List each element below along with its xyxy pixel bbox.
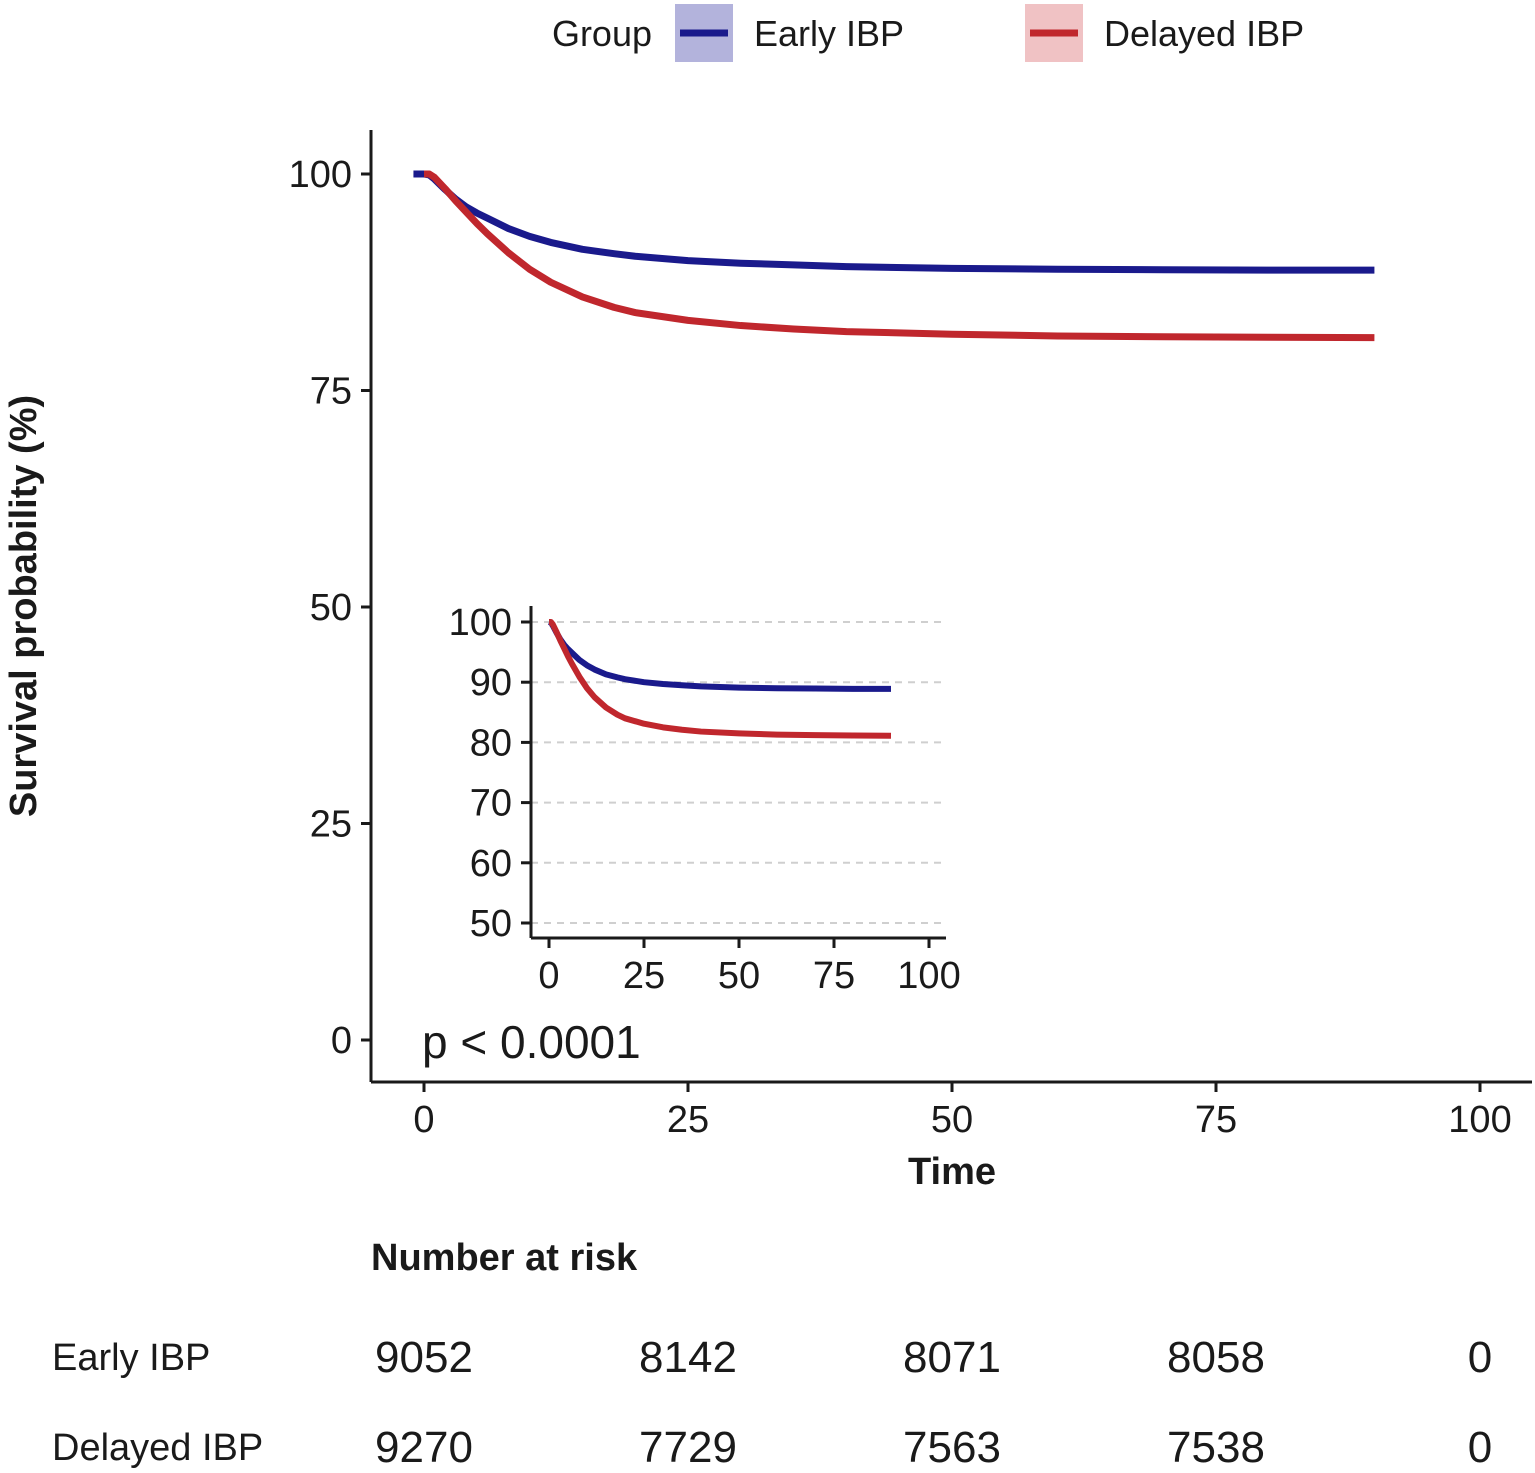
- y-tick-label: 25: [310, 804, 352, 846]
- inset-series-line-early: [547, 619, 891, 692]
- y-ticks: 0 25 50 75 100: [289, 154, 371, 1062]
- risk-cell: 7563: [903, 1423, 1001, 1472]
- x-tick-label: 0: [413, 1099, 434, 1141]
- series-ci-band-early: [413, 174, 1375, 274]
- legend-label-early: Early IBP: [754, 13, 904, 54]
- risk-cell: 0: [1468, 1423, 1492, 1472]
- inset-x-tick-label: 50: [718, 955, 760, 997]
- legend: Group Early IBP Delayed IBP: [552, 4, 1304, 62]
- risk-cell: 7729: [639, 1423, 737, 1472]
- inset-x-tick-label: 75: [813, 955, 855, 997]
- risk-cell: 9052: [375, 1333, 473, 1382]
- inset-y-tick-label: 60: [470, 843, 512, 885]
- inset-y-tick-label: 50: [470, 903, 512, 945]
- x-tick-label: 100: [1448, 1099, 1511, 1141]
- series-ci-band-delayed: [424, 174, 1375, 341]
- legend-title: Group: [552, 13, 652, 54]
- inset-x-ticks: 0 25 50 75 100: [538, 938, 961, 997]
- inset-series: [547, 619, 892, 739]
- inset-x-tick-label: 25: [623, 955, 665, 997]
- y-tick-label: 0: [331, 1020, 352, 1062]
- series-line-early: [413, 170, 1375, 274]
- risk-row-label: Delayed IBP: [52, 1427, 263, 1469]
- risk-cell: 8058: [1167, 1333, 1265, 1382]
- y-tick-label: 75: [310, 371, 352, 413]
- main-plot: 0 25 50 75 100 0 25 50 75 100 Time Survival prob…: [3, 130, 1532, 1193]
- risk-cell: 7538: [1167, 1423, 1265, 1472]
- risk-cell: 9270: [375, 1423, 473, 1472]
- x-tick-label: 75: [1195, 1099, 1237, 1141]
- series-line-delayed: [424, 170, 1375, 342]
- risk-cell: 8071: [903, 1333, 1001, 1382]
- risk-cell: 0: [1468, 1333, 1492, 1382]
- x-tick-label: 25: [667, 1099, 709, 1141]
- risk-cell: 8142: [639, 1333, 737, 1382]
- p-value-annotation: p < 0.0001: [422, 1016, 641, 1068]
- risk-row-label: Early IBP: [52, 1337, 210, 1379]
- inset-x-tick-label: 0: [538, 955, 559, 997]
- risk-table-title: Number at risk: [371, 1237, 638, 1279]
- inset-y-tick-label: 100: [449, 602, 512, 644]
- inset-series-line-delayed: [547, 619, 892, 739]
- x-ticks: 0 25 50 75 100: [413, 1082, 1512, 1141]
- x-tick-label: 50: [931, 1099, 973, 1141]
- y-axis-title: Survival probability (%): [3, 395, 45, 817]
- inset-y-tick-label: 80: [470, 722, 512, 764]
- inset-y-ticks: 50 60 70 80 90 100: [449, 602, 531, 945]
- inset-y-tick-label: 70: [470, 783, 512, 825]
- inset-plot: 50 60 70 80 90 100 0 25 50 75 100: [449, 602, 961, 997]
- inset-gridlines: [531, 621, 944, 924]
- main-series: [413, 170, 1375, 342]
- x-axis-title: Time: [908, 1151, 996, 1193]
- risk-rows: Early IBP 9052 8142 8071 8058 0 Delayed IBP 927…: [52, 1333, 1492, 1472]
- inset-y-tick-label: 90: [470, 662, 512, 704]
- risk-table: Number at risk Early IBP 9052 8142 8071 8058…: [52, 1237, 1492, 1472]
- y-tick-label: 100: [289, 154, 352, 196]
- y-tick-label: 50: [310, 587, 352, 629]
- legend-label-delayed: Delayed IBP: [1104, 13, 1304, 54]
- inset-x-tick-label: 100: [897, 955, 960, 997]
